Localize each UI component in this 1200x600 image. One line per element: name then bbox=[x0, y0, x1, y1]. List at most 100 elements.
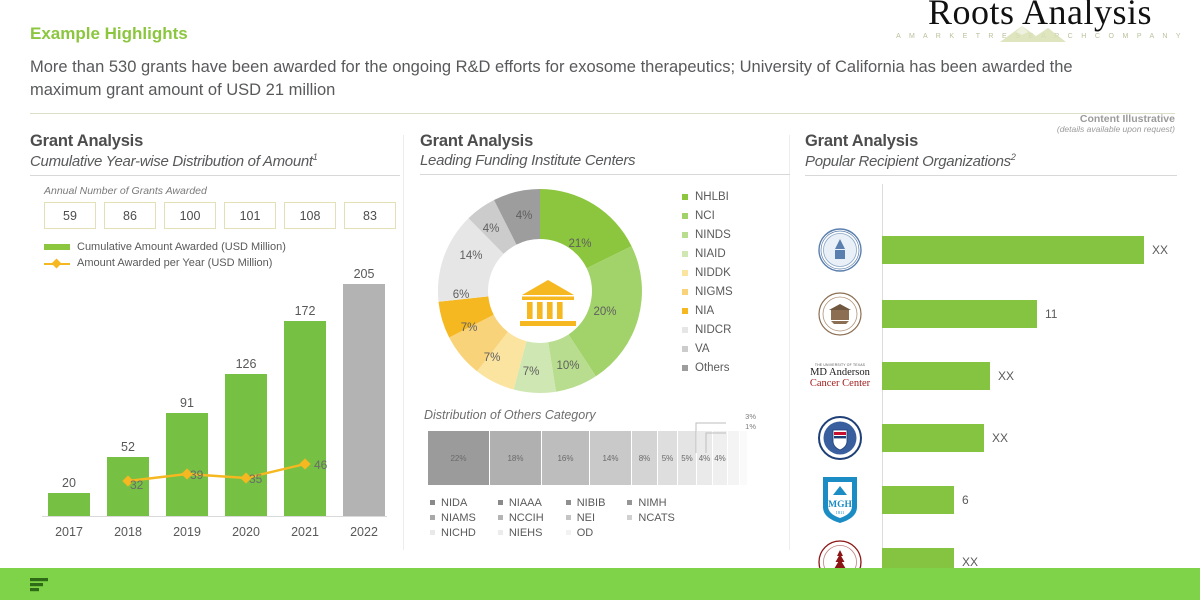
legend-label: NICHD bbox=[441, 526, 476, 539]
others-legend-item: NIAMS bbox=[430, 510, 476, 525]
university-of-california-seal bbox=[805, 224, 875, 276]
callout-leader-lines bbox=[695, 422, 726, 453]
svg-text:MGH: MGH bbox=[828, 500, 852, 510]
md-anderson-subname: Cancer Center bbox=[809, 378, 871, 389]
stack-seg-nccih: 5% bbox=[658, 431, 678, 485]
legend-item-per-year: Amount Awarded per Year (USD Million) bbox=[44, 257, 400, 269]
callout-value-1pct: 1% bbox=[745, 422, 756, 431]
bar-value: 6 bbox=[962, 493, 969, 507]
others-legend-item: NCCIH bbox=[497, 510, 544, 525]
bar-column-2020: 126 bbox=[225, 357, 267, 516]
bar-row-university-of-california: XX bbox=[805, 222, 1168, 278]
panel1-subtitle-text: Cumulative Year-wise Distribution of Amo… bbox=[30, 153, 313, 170]
legend-item-nidcr: NIDCR bbox=[682, 320, 733, 339]
grant-count-box: 108 bbox=[284, 202, 336, 229]
slice-va bbox=[468, 200, 517, 254]
chart-baseline bbox=[42, 516, 387, 517]
bars-icon[interactable] bbox=[30, 576, 52, 592]
slice-nidcr bbox=[437, 218, 504, 302]
swatch-icon bbox=[682, 326, 688, 333]
bar-mgh bbox=[882, 486, 954, 514]
legend-label: NIDA bbox=[441, 496, 468, 509]
panel3-subtitle-text: Popular Recipient Organizations bbox=[805, 153, 1011, 170]
brand-logo: Roots Analysis A M A R K E T R E S E A R… bbox=[890, 0, 1190, 42]
x-tick-2020: 2020 bbox=[232, 525, 260, 539]
slice-label-nhlbi: 21% bbox=[568, 238, 591, 250]
legend-label: VA bbox=[695, 342, 710, 355]
panel1-subtitle-sup: 1 bbox=[312, 152, 318, 162]
legend-label: NIEHS bbox=[508, 526, 543, 539]
page-title: Example Highlights bbox=[30, 24, 188, 43]
swatch-icon bbox=[430, 500, 435, 505]
bar-row-university-of-pennsylvania: XX bbox=[805, 410, 1008, 466]
others-legend-column: NIBIB NEI OD bbox=[565, 495, 605, 540]
slice-nigms bbox=[449, 314, 508, 372]
legend-label: NIAAA bbox=[508, 496, 542, 509]
legend-label: OD bbox=[576, 526, 594, 539]
bar-university-of-california bbox=[882, 236, 1144, 264]
header-divider bbox=[30, 113, 1175, 114]
swatch-icon bbox=[565, 530, 571, 535]
bar-column-2019: 91 bbox=[166, 396, 208, 516]
swatch-icon bbox=[497, 530, 503, 535]
x-tick-2018: 2018 bbox=[114, 525, 142, 539]
legend-item-nia: NIA bbox=[682, 301, 733, 320]
swatch-icon bbox=[430, 515, 435, 520]
stack-seg-niaaa: 18% bbox=[490, 431, 542, 485]
panel3-subtitle: Popular Recipient Organizations2 bbox=[805, 152, 1177, 170]
horizontal-bar-chart: XX 11 THE UNIVERSITY OF TEXAS MD Anderso… bbox=[805, 184, 1177, 584]
x-tick-2019: 2019 bbox=[173, 525, 201, 539]
brand-name: Roots Analysis bbox=[927, 0, 1153, 32]
highlights-body: More than 530 grants have been awarded f… bbox=[30, 58, 1073, 99]
bar-emory-university bbox=[882, 300, 1037, 328]
stack-seg-nimh: 14% bbox=[590, 431, 632, 485]
bar-value: XX bbox=[962, 555, 979, 569]
bar-university-of-pennsylvania bbox=[882, 424, 984, 452]
line-value-2020: 35 bbox=[249, 472, 263, 486]
legend-label: NIMH bbox=[638, 496, 667, 509]
legend-label: NCATS bbox=[638, 511, 675, 524]
swatch-icon bbox=[682, 193, 688, 200]
bar-row-emory-university: 11 bbox=[805, 286, 1057, 342]
legend-label: NEI bbox=[576, 511, 596, 524]
slice-label-others: 4% bbox=[516, 210, 533, 222]
others-legend-item: NIMH bbox=[627, 495, 674, 510]
panel3-subtitle-sup: 2 bbox=[1010, 152, 1016, 162]
slice-nia bbox=[438, 296, 494, 338]
bar-value: 126 bbox=[235, 357, 257, 371]
illustrative-line-1: Content Illustrative bbox=[1079, 113, 1175, 125]
bar-value: 20 bbox=[62, 476, 76, 490]
swatch-icon bbox=[682, 307, 688, 314]
legend-label: NINDS bbox=[695, 228, 731, 241]
bar-2021 bbox=[284, 321, 326, 516]
bar-value: 91 bbox=[180, 396, 194, 410]
swatch-icon bbox=[682, 288, 688, 295]
donut-chart-funding-institutes: 21% 20% 10% 7% 7% 7% 6% 14% 4% 4% bbox=[437, 189, 642, 393]
panel-recipient-organizations: Grant Analysis Popular Recipient Organiz… bbox=[805, 132, 1177, 584]
bar-row-md-anderson: THE UNIVERSITY OF TEXAS MD Anderson Canc… bbox=[805, 348, 1014, 404]
legend-label: Others bbox=[695, 361, 730, 374]
bar-value: 52 bbox=[121, 440, 135, 454]
legend-label: NCCIH bbox=[508, 511, 544, 524]
line-swatch-icon bbox=[44, 259, 70, 268]
line-value-2021: 46 bbox=[314, 458, 328, 472]
others-legend: NIDA NIAMS NICHD NIAAA NCCIH NIEHS NIBIB… bbox=[430, 495, 790, 540]
legend-item-nigms: NIGMS bbox=[682, 282, 733, 301]
panel-grant-amount-distribution: Grant Analysis Cumulative Year-wise Dist… bbox=[30, 132, 400, 545]
bar-column-2021: 172 bbox=[284, 304, 326, 516]
slice-niaid bbox=[513, 341, 556, 393]
mgh-shield-logo: MGH 1811 bbox=[805, 474, 875, 526]
slice-others bbox=[494, 189, 540, 245]
others-legend-item: NICHD bbox=[430, 525, 476, 540]
line-path bbox=[127, 462, 306, 483]
bar-value: XX bbox=[992, 431, 1009, 445]
swatch-icon bbox=[497, 500, 503, 505]
grant-count-box: 83 bbox=[344, 202, 396, 229]
others-legend-column: NIAAA NCCIH NIEHS bbox=[497, 495, 544, 540]
university-of-pennsylvania-seal bbox=[805, 412, 875, 464]
swatch-icon bbox=[565, 500, 571, 505]
legend-item-ninds: NINDS bbox=[682, 225, 733, 244]
md-anderson-name: MD Anderson bbox=[810, 366, 870, 378]
annual-grants-boxes: 59 86 100 101 108 83 bbox=[44, 202, 400, 229]
grant-count-box: 100 bbox=[164, 202, 216, 229]
